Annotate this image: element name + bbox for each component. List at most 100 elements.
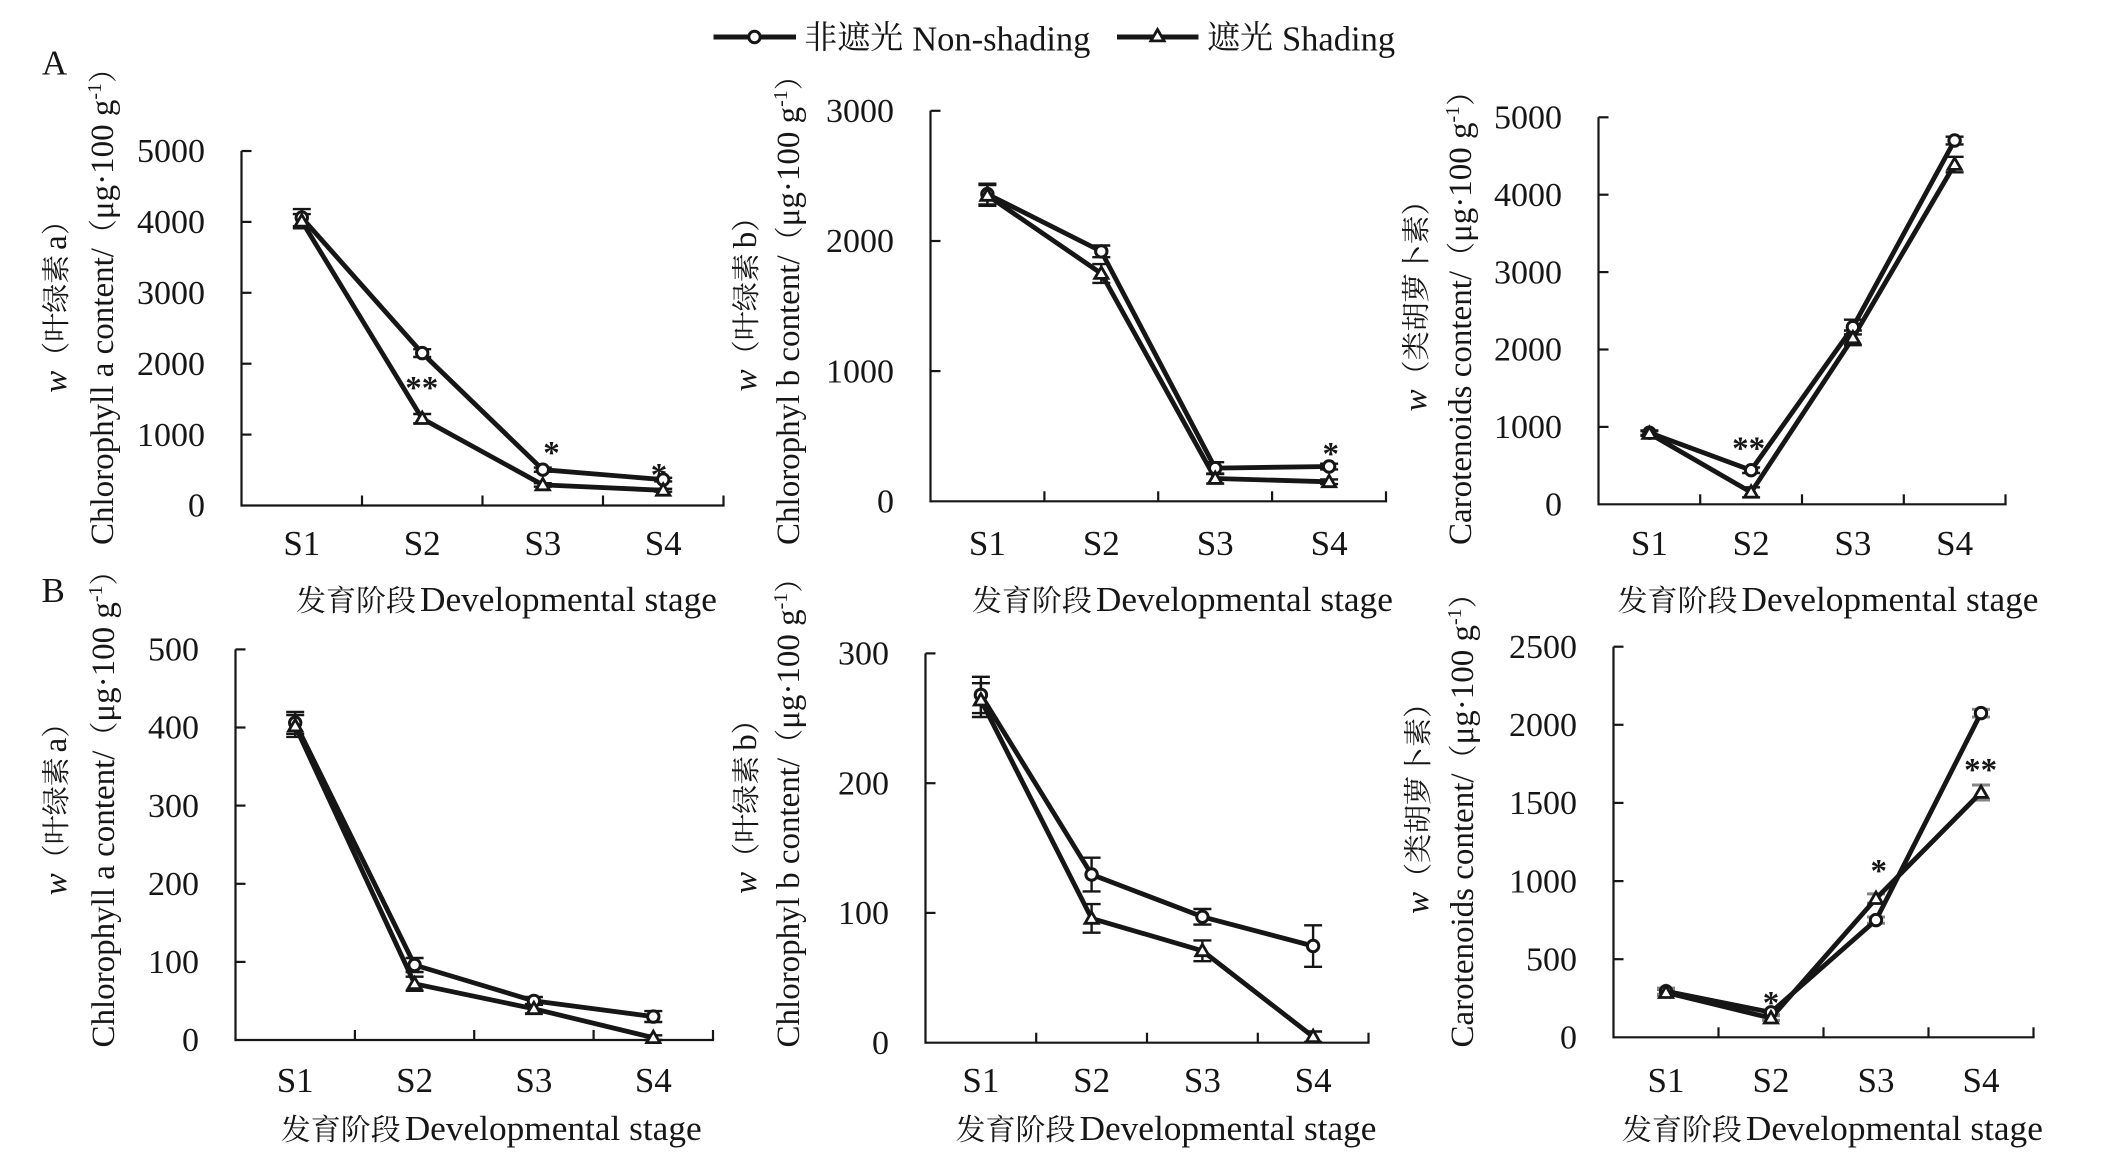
svg-text:Chlorophyll a content/: Chlorophyll a content/ bbox=[86, 750, 122, 1048]
svg-text:1000: 1000 bbox=[1509, 863, 1577, 900]
svg-text:w: w bbox=[1400, 892, 1436, 914]
svg-text:μg·100 g: μg·100 g bbox=[1443, 122, 1479, 241]
svg-text:100: 100 bbox=[838, 895, 889, 932]
svg-text:S2: S2 bbox=[404, 524, 441, 563]
svg-text:Chlorophyll a content/: Chlorophyll a content/ bbox=[85, 247, 121, 545]
svg-text:S2: S2 bbox=[1733, 524, 1770, 563]
svg-text:B: B bbox=[42, 571, 65, 610]
svg-text:3000: 3000 bbox=[1494, 254, 1562, 291]
svg-text:-1: -1 bbox=[1442, 106, 1464, 123]
svg-text:0: 0 bbox=[877, 484, 894, 521]
svg-text:**: ** bbox=[405, 371, 438, 407]
svg-text:100: 100 bbox=[148, 944, 199, 981]
svg-text:-1: -1 bbox=[770, 593, 792, 610]
svg-text:-1: -1 bbox=[85, 585, 107, 602]
svg-text:3000: 3000 bbox=[137, 275, 205, 312]
svg-text:S4: S4 bbox=[645, 524, 682, 563]
svg-text:3000: 3000 bbox=[826, 93, 894, 130]
svg-text:S3: S3 bbox=[1184, 1061, 1221, 1100]
svg-text:0: 0 bbox=[1545, 487, 1562, 524]
svg-text:Non-shading: Non-shading bbox=[912, 20, 1090, 58]
svg-text:b: b bbox=[728, 232, 764, 249]
svg-text:a: a bbox=[38, 235, 74, 250]
svg-text:μg·100 g: μg·100 g bbox=[85, 100, 121, 219]
svg-text:**: ** bbox=[1964, 753, 1997, 789]
svg-text:300: 300 bbox=[838, 636, 889, 673]
svg-text:S1: S1 bbox=[969, 524, 1006, 563]
svg-text:Shading: Shading bbox=[1282, 20, 1395, 58]
svg-text:-1: -1 bbox=[770, 90, 792, 107]
svg-text:S2: S2 bbox=[1753, 1061, 1790, 1100]
svg-text:μg·100 g: μg·100 g bbox=[771, 609, 807, 728]
svg-text:Carotenoids content/: Carotenoids content/ bbox=[1445, 773, 1481, 1048]
svg-text:Developmental stage: Developmental stage bbox=[1080, 1109, 1377, 1148]
svg-text:μg·100 g: μg·100 g bbox=[771, 107, 807, 226]
svg-text:A: A bbox=[42, 44, 68, 83]
svg-text:S4: S4 bbox=[1311, 524, 1348, 563]
svg-text:200: 200 bbox=[148, 866, 199, 903]
svg-text:S4: S4 bbox=[635, 1061, 672, 1100]
svg-text:S1: S1 bbox=[962, 1061, 999, 1100]
svg-text:S4: S4 bbox=[1936, 524, 1973, 563]
svg-text:S4: S4 bbox=[1963, 1061, 2000, 1100]
svg-text:200: 200 bbox=[838, 765, 889, 802]
svg-text:S3: S3 bbox=[515, 1061, 552, 1100]
svg-text:S3: S3 bbox=[1834, 524, 1871, 563]
svg-text:2000: 2000 bbox=[826, 223, 894, 260]
svg-text:*: * bbox=[1323, 437, 1340, 473]
svg-text:w: w bbox=[38, 873, 74, 895]
svg-text:S3: S3 bbox=[524, 524, 561, 563]
svg-text:S1: S1 bbox=[277, 1061, 314, 1100]
svg-text:Developmental stage: Developmental stage bbox=[1746, 1109, 2043, 1148]
svg-text:S4: S4 bbox=[1295, 1061, 1332, 1100]
svg-text:2000: 2000 bbox=[1509, 707, 1577, 744]
svg-text:μg·100 g: μg·100 g bbox=[1445, 625, 1481, 744]
svg-text:-1: -1 bbox=[84, 83, 106, 100]
svg-text:w: w bbox=[728, 369, 764, 391]
svg-text:4000: 4000 bbox=[1494, 177, 1562, 214]
svg-text:*: * bbox=[651, 458, 668, 494]
svg-text:400: 400 bbox=[148, 710, 199, 747]
svg-text:*: * bbox=[1763, 985, 1780, 1021]
svg-text:1000: 1000 bbox=[1494, 409, 1562, 446]
svg-text:2000: 2000 bbox=[137, 346, 205, 383]
svg-text:Developmental stage: Developmental stage bbox=[420, 580, 717, 619]
svg-text:1000: 1000 bbox=[137, 417, 205, 454]
svg-text:Chlorophyl b content/: Chlorophyl b content/ bbox=[771, 255, 807, 545]
svg-text:μg·100 g: μg·100 g bbox=[86, 602, 122, 721]
svg-text:b: b bbox=[728, 734, 764, 751]
svg-text:500: 500 bbox=[148, 632, 199, 669]
svg-text:w: w bbox=[38, 371, 74, 393]
svg-text:0: 0 bbox=[188, 488, 205, 525]
svg-text:S1: S1 bbox=[1631, 524, 1668, 563]
svg-text:S3: S3 bbox=[1858, 1061, 1895, 1100]
svg-text:1500: 1500 bbox=[1509, 785, 1577, 822]
svg-text:S2: S2 bbox=[1073, 1061, 1110, 1100]
svg-text:a: a bbox=[38, 737, 74, 752]
svg-text:*: * bbox=[543, 436, 560, 472]
svg-text:Developmental stage: Developmental stage bbox=[1742, 580, 2039, 619]
svg-text:S1: S1 bbox=[1648, 1061, 1685, 1100]
svg-text:S1: S1 bbox=[283, 524, 320, 563]
svg-text:0: 0 bbox=[182, 1022, 199, 1059]
svg-text:1000: 1000 bbox=[826, 353, 894, 390]
svg-text:4000: 4000 bbox=[137, 204, 205, 241]
svg-text:S2: S2 bbox=[1083, 524, 1120, 563]
svg-text:Developmental stage: Developmental stage bbox=[1096, 580, 1393, 619]
svg-text:w: w bbox=[1398, 389, 1434, 411]
svg-text:Developmental stage: Developmental stage bbox=[405, 1109, 702, 1148]
svg-text:*: * bbox=[1871, 853, 1888, 889]
svg-text:w: w bbox=[728, 872, 764, 894]
svg-text:S3: S3 bbox=[1197, 524, 1234, 563]
svg-text:500: 500 bbox=[1526, 941, 1577, 978]
svg-text:2500: 2500 bbox=[1509, 629, 1577, 666]
svg-text:Carotenoids content/: Carotenoids content/ bbox=[1443, 270, 1479, 545]
svg-text:5000: 5000 bbox=[137, 133, 205, 170]
svg-text:-1: -1 bbox=[1444, 608, 1466, 625]
svg-text:300: 300 bbox=[148, 788, 199, 825]
svg-text:S2: S2 bbox=[396, 1061, 433, 1100]
svg-text:**: ** bbox=[1732, 431, 1765, 467]
svg-text:5000: 5000 bbox=[1494, 100, 1562, 137]
svg-text:0: 0 bbox=[1560, 1020, 1577, 1057]
svg-text:2000: 2000 bbox=[1494, 332, 1562, 369]
